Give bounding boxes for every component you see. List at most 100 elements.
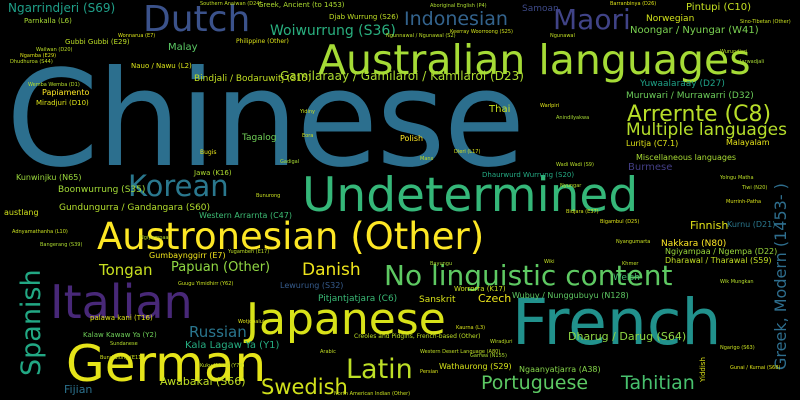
- word-austronesian-other: Austronesian (Other): [97, 215, 485, 258]
- word-palawa-kani: palawa kani (T16): [90, 314, 153, 322]
- word-nauo: Nauo / Nawu (L2): [131, 62, 192, 70]
- word-japanese: Japanese: [246, 294, 446, 345]
- word-noongar: Noongar / Nyungar (W41): [630, 25, 759, 36]
- word-burmese: Burmese: [628, 162, 673, 173]
- word-tiny: North American Indian (Other): [334, 391, 411, 397]
- word-tiny: Tiwi (N20): [742, 185, 768, 191]
- word-luritja: Luritja (C7.1): [626, 139, 679, 148]
- word-kurnu: Kurnu (D21): [727, 220, 776, 229]
- word-no-linguistic-content: No linguistic content: [384, 259, 673, 292]
- word-tiny: Keerray Woorroong (S25): [450, 29, 513, 35]
- word-tiny: Yidiny: [300, 109, 315, 115]
- word-gumbaynggirr: Gumbaynggirr (E7): [149, 251, 226, 260]
- word-tiny: Murrinh-Patha: [726, 199, 762, 205]
- word-tiny: Aboriginal English (P4): [430, 3, 487, 9]
- word-dharawal: Dharawal / Tharawal (S59): [665, 256, 772, 265]
- word-tiny: Arabic: [320, 349, 336, 355]
- word-thai: Thai: [489, 104, 511, 115]
- word-papuan-other: Papuan (Other): [171, 260, 271, 275]
- word-tiny: Sundanese: [110, 341, 138, 347]
- word-nakkara: Nakkara (N80): [661, 239, 727, 249]
- word-tiny: Bayungu: [430, 261, 453, 267]
- word-tiny: Nyangumarta: [616, 239, 651, 245]
- word-german: German: [66, 335, 267, 393]
- word-korean: Korean: [128, 169, 229, 203]
- word-djab-wurrung: Djab Wurrung (S26): [329, 13, 399, 21]
- word-tiny: Gadigal: [280, 159, 300, 165]
- word-dharug: Dharug / Darug (S64): [568, 330, 687, 343]
- word-norwegian: Norwegian: [646, 14, 695, 24]
- word-tiny: Warlpiri: [540, 103, 560, 109]
- word-western-arrarnta: Western Arrarnta (C47): [199, 211, 292, 220]
- word-tiny: Bangerang (S39): [40, 242, 83, 248]
- word-tiny: Bunurong: [256, 193, 281, 199]
- word-lewurung: Lewurung (S32): [280, 281, 344, 290]
- word-dhaurwurd-wurrung: Dhaurwurd Wurrung (S20): [482, 171, 575, 179]
- word-ngaanyatjarra: Ngaanyatjarra (A38): [519, 365, 601, 374]
- word-greek-modern: Greek, Modern (1453- ): [771, 183, 790, 370]
- word-tiny: Wonnarua (E7): [118, 33, 156, 39]
- word-danish: Danish: [302, 260, 361, 280]
- word-wathaurong: Wathaurong (S29): [439, 362, 512, 371]
- word-tiny: Bigambul (D25): [600, 219, 640, 225]
- word-tiny: Gunai / Kurnai (S68): [730, 365, 781, 371]
- word-samoan: Samoan: [522, 4, 559, 14]
- word-boonwurrung: Boonwurrung (S35): [58, 185, 146, 195]
- word-tahitian: Tahitian: [621, 372, 695, 394]
- word-latin: Latin: [346, 354, 413, 385]
- word-tiny: Persian: [420, 369, 439, 375]
- word-tiny: Adnyamathanha (L10): [12, 229, 68, 235]
- word-jawa: Jawa (K16): [194, 169, 232, 177]
- word-tagalog: Tagalog: [242, 133, 277, 143]
- word-tiny: Wiki: [544, 259, 555, 265]
- word-malay: Malay: [168, 42, 198, 53]
- word-arrernte-c8: Arrernte (C8): [627, 102, 772, 127]
- word-ngarrindjeri: Ngarrindjeri (S69): [8, 1, 116, 15]
- word-gubbi-gubbi: Gubbi Gubbi (E29): [65, 38, 130, 46]
- word-creoles-pidgins: Creoles and Pidgins, French-based (Other…: [354, 333, 481, 340]
- word-tiny: Manx: [420, 156, 434, 162]
- word-tiny: Barranbinya (D26): [610, 1, 657, 7]
- word-philippine: Philippine (Other): [236, 38, 289, 45]
- word-dutch: Dutch: [143, 0, 251, 40]
- word-russian: Russian: [189, 323, 247, 341]
- word-polish: Polish: [400, 134, 424, 143]
- word-awabakal: Awabakal (S66): [160, 375, 246, 388]
- word-tiny: Wadi Wadi (S9): [556, 162, 594, 168]
- word-tiny: Dieri (L17): [454, 149, 481, 155]
- word-tiny: Guugu Yimidhirr (Y62): [178, 281, 234, 287]
- word-malayalam: Malayalam: [726, 138, 770, 147]
- word-multiple-languages: Multiple languages: [626, 120, 787, 140]
- word-welsh: Welsh: [613, 273, 640, 283]
- word-austlang: austlang: [4, 208, 39, 217]
- word-tiny: Yugambeh (E17): [228, 249, 270, 255]
- word-tiny: Wemba Wemba (D1): [28, 82, 80, 88]
- word-tiny: Bidjara (E37): [566, 209, 599, 215]
- word-yuwaalaraay: Yuwaalaraay (D27): [640, 79, 725, 89]
- word-worrorra: Worrorra (K17): [454, 285, 506, 293]
- word-tiny: Wailwan (D20): [36, 47, 73, 53]
- word-miradjuri: Miradjuri (D10): [36, 99, 89, 107]
- word-pintupi: Pintupi (C10): [686, 2, 751, 13]
- word-maori: Maori: [553, 3, 631, 36]
- word-tiny: Dhudhuroa (S44): [10, 59, 53, 65]
- word-tiny: Wik Mungkan: [720, 279, 754, 285]
- word-tiny: Ngunnawal / Ngunawal (S2): [386, 33, 456, 39]
- word-chinese: Chinese: [6, 43, 525, 197]
- word-tiny: Ngunawal: [550, 33, 575, 39]
- word-swedish: Swedish: [261, 375, 348, 399]
- word-tiny: Bundjalung (E11): [100, 355, 144, 361]
- word-indonesian: Indonesian: [404, 8, 508, 30]
- word-tiny: Wurundjeri: [720, 49, 748, 55]
- word-tiny: Jarwadjali: [740, 59, 765, 65]
- word-tiny: Western Desert Language (A80): [420, 349, 501, 355]
- word-kunwinjku: Kunwinjku (N65): [16, 173, 82, 182]
- word-papiamento: Papiamento: [42, 88, 90, 97]
- word-gamilaraay: Gamilaraay / Gamilaroi / Kamilaroi (D23): [280, 69, 524, 83]
- word-undetermined: Undetermined: [302, 168, 639, 223]
- word-tiny: Garrwa (N155): [470, 353, 507, 359]
- word-tiny: Ngamba (E29): [20, 53, 57, 59]
- word-sanskrit: Sanskrit: [419, 295, 456, 305]
- word-misc-languages: Miscellaneous languages: [636, 153, 737, 162]
